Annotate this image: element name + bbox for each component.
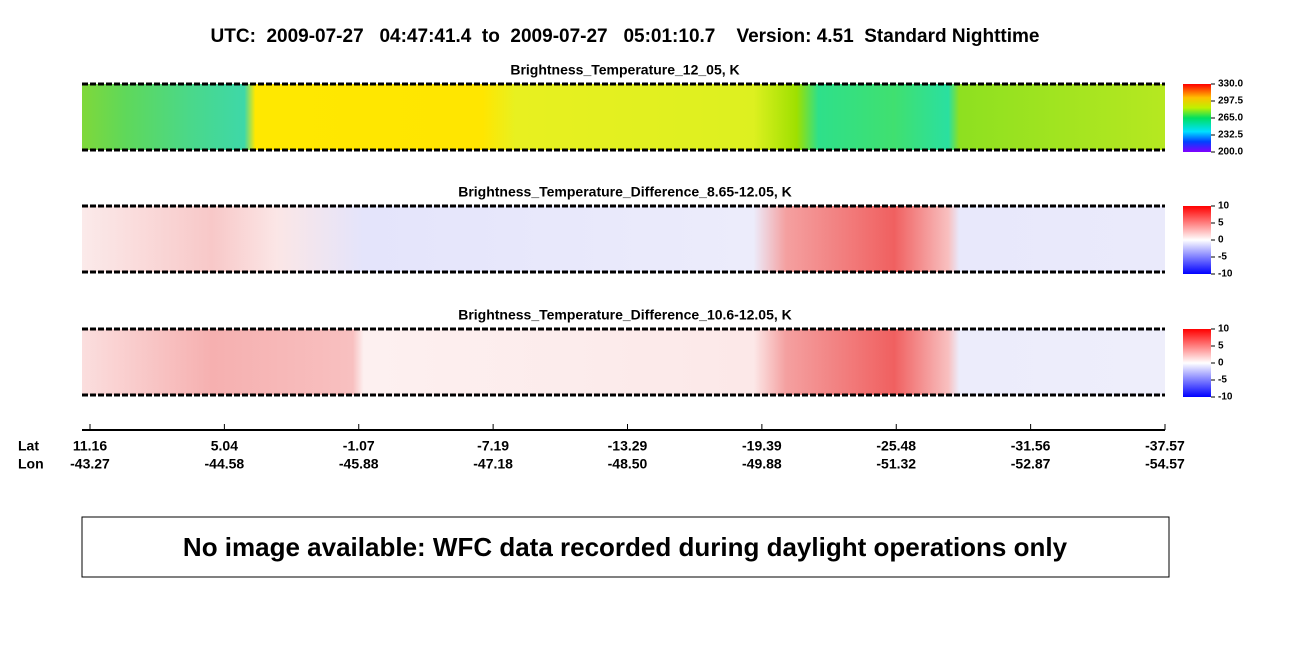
colorbar-label: 10 [1218, 324, 1230, 335]
lon-value: -45.88 [339, 456, 379, 472]
colorbar-label: -5 [1218, 375, 1227, 386]
lat-value: 5.04 [211, 438, 238, 454]
panel-image [82, 84, 1165, 150]
panel-title: Brightness_Temperature_Difference_8.65-1… [458, 184, 792, 200]
colorbar-label: 200.0 [1218, 147, 1243, 158]
message: No image available: WFC data recorded du… [183, 532, 1068, 562]
title: UTC: 2009-07-27 04:47:41.4 to 2009-07-27… [211, 26, 1040, 47]
lat-label: Lat [18, 438, 39, 454]
colorbar-label: 5 [1218, 341, 1224, 352]
colorbar-label: 232.5 [1218, 130, 1243, 141]
colorbar-label: 0 [1218, 358, 1224, 369]
lon-value: -48.50 [608, 456, 648, 472]
colorbar-label: 10 [1218, 201, 1230, 212]
colorbar-label: -10 [1218, 269, 1233, 280]
message-box [81, 516, 1170, 578]
lat-value: -31.56 [1011, 438, 1051, 454]
lon-value: -54.57 [1145, 456, 1185, 472]
colorbar-label: 330.0 [1218, 79, 1243, 90]
colorbar-label: 5 [1218, 218, 1224, 229]
panel-image [82, 206, 1165, 272]
colorbar-label: 0 [1218, 235, 1224, 246]
lon-value: -52.87 [1011, 456, 1051, 472]
lat-value: -37.57 [1145, 438, 1185, 454]
lon-value: -49.88 [742, 456, 782, 472]
colorbar [1183, 84, 1211, 152]
colorbar-label: 265.0 [1218, 113, 1243, 124]
panel-title: Brightness_Temperature_Difference_10.6-1… [458, 307, 792, 323]
lat-value: -25.48 [876, 438, 916, 454]
lat-value: -19.39 [742, 438, 782, 454]
lon-value: -47.18 [473, 456, 513, 472]
lat-value: -13.29 [608, 438, 648, 454]
lat-value: -7.19 [477, 438, 509, 454]
lon-value: -43.27 [70, 456, 110, 472]
panel-title: Brightness_Temperature_12_05, K [510, 62, 739, 78]
colorbar [1183, 329, 1211, 397]
lon-value: -44.58 [205, 456, 245, 472]
colorbar-label: 297.5 [1218, 96, 1243, 107]
colorbar [1183, 206, 1211, 274]
lat-value: 11.16 [73, 438, 107, 454]
colorbar-label: -10 [1218, 392, 1233, 403]
colorbar-label: -5 [1218, 252, 1227, 263]
lat-value: -1.07 [343, 438, 375, 454]
lon-label: Lon [18, 456, 44, 472]
panel-image [82, 329, 1165, 395]
lon-value: -51.32 [876, 456, 916, 472]
